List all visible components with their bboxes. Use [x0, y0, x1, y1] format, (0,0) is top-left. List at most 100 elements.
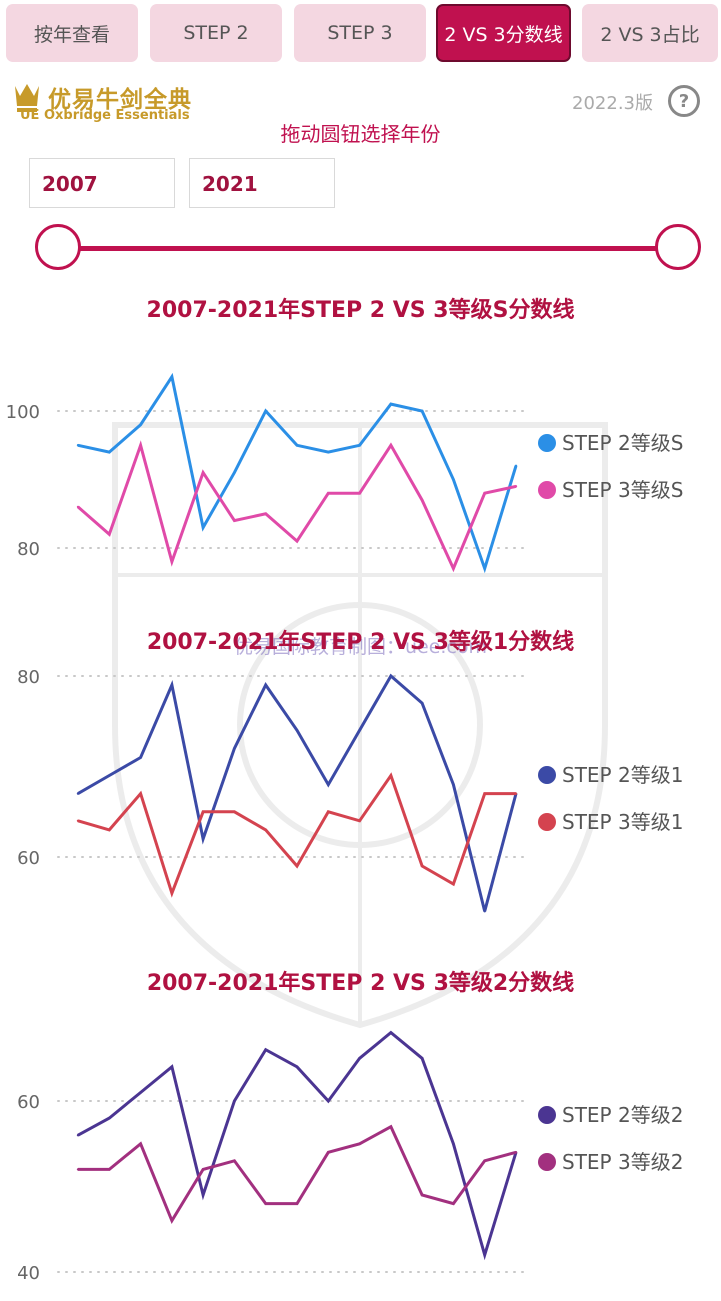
data-point — [201, 471, 205, 474]
data-point — [452, 882, 455, 886]
start-year-input[interactable]: 2007 — [29, 158, 175, 208]
data-point — [201, 526, 205, 529]
data-point — [170, 560, 174, 563]
question-circle-icon[interactable]: ? — [668, 85, 700, 117]
end-year-input[interactable]: 2021 — [189, 158, 335, 208]
data-point — [483, 792, 486, 795]
version-label: 2022.3版 — [572, 93, 653, 114]
data-point — [452, 783, 455, 786]
data-point — [108, 1116, 111, 1120]
slider-hint: 拖动圆钮选择年份 — [280, 122, 441, 146]
data-point — [358, 729, 361, 732]
data-point — [139, 444, 142, 447]
data-point — [170, 1065, 174, 1069]
chart-title-1: 2007-2021年STEP 2 VS 3等级1分数线 — [146, 630, 575, 655]
data-point — [170, 1219, 174, 1222]
data-point — [139, 1142, 142, 1145]
data-point — [483, 1159, 486, 1163]
tab-by-year[interactable]: 按年查看 — [6, 4, 138, 62]
series-line-1 — [77, 673, 518, 912]
data-point — [452, 1202, 455, 1205]
data-point — [420, 498, 424, 502]
data-point — [170, 375, 174, 378]
data-point — [139, 423, 142, 426]
data-point — [389, 1031, 393, 1034]
legend-swatch — [538, 1106, 556, 1124]
data-point — [76, 505, 80, 509]
data-point — [76, 444, 80, 447]
tab-step3[interactable]: STEP 3 — [294, 4, 426, 62]
data-point — [327, 810, 330, 813]
data-point — [170, 683, 174, 687]
data-point — [264, 1048, 267, 1051]
data-point — [233, 747, 236, 750]
data-point — [264, 1202, 267, 1205]
legend-swatch — [538, 766, 556, 784]
data-point — [108, 1168, 111, 1171]
legend-swatch — [538, 481, 556, 499]
data-point — [108, 828, 111, 832]
data-point — [201, 837, 205, 841]
data-point — [389, 674, 393, 678]
y-tick-label: 100 — [6, 402, 40, 423]
data-point — [76, 819, 80, 822]
data-point — [358, 492, 361, 495]
data-point — [295, 444, 299, 447]
series-line-2 — [77, 440, 517, 573]
watermark-emblem-icon — [112, 422, 608, 1029]
data-point — [108, 450, 111, 454]
data-point — [358, 819, 361, 822]
y-tick-label: 40 — [17, 1263, 40, 1284]
data-point — [327, 1151, 330, 1154]
data-point — [233, 471, 236, 474]
data-point — [201, 1168, 205, 1171]
data-point — [483, 567, 486, 570]
legend-label: STEP 3等级S — [562, 478, 683, 502]
data-point — [233, 1099, 236, 1103]
data-point — [108, 774, 111, 777]
data-point — [264, 512, 267, 515]
data-point — [233, 810, 236, 813]
data-point — [389, 1125, 393, 1128]
data-point — [233, 519, 236, 522]
legend-swatch — [538, 813, 556, 831]
slider-start-handle[interactable] — [35, 224, 81, 270]
chart-title-s: 2007-2021年STEP 2 VS 3等级S分数线 — [146, 298, 575, 323]
data-point — [327, 783, 330, 786]
legend-label: STEP 3等级2 — [562, 1150, 683, 1174]
y-tick-label: 80 — [17, 539, 40, 560]
legend-label: STEP 3等级1 — [562, 810, 683, 834]
data-point — [139, 756, 142, 759]
slider-end-handle[interactable] — [655, 224, 701, 270]
tab-step2[interactable]: STEP 2 — [150, 4, 282, 62]
series-line-2 — [77, 772, 516, 898]
data-point — [514, 464, 518, 467]
data-point — [420, 864, 424, 868]
data-point — [514, 792, 518, 795]
y-tick-label: 80 — [17, 667, 40, 688]
watermark-text: 优易国际教育制图：uee.com — [233, 636, 488, 658]
y-tick-label: 60 — [17, 1092, 40, 1113]
data-point — [358, 444, 361, 447]
legend-label: STEP 2等级2 — [562, 1103, 683, 1127]
data-point — [483, 492, 486, 495]
data-point — [452, 567, 455, 570]
data-point — [139, 792, 142, 795]
data-point — [420, 409, 424, 413]
legend-swatch — [538, 1153, 556, 1171]
data-point — [358, 1057, 361, 1060]
data-point — [358, 1142, 361, 1145]
data-point — [452, 478, 455, 481]
year-slider-track[interactable] — [58, 246, 663, 251]
data-point — [201, 1193, 205, 1197]
data-point — [139, 1091, 142, 1094]
data-point — [420, 1193, 424, 1197]
tab-2vs3-scores[interactable]: 2 VS 3分数线 — [436, 4, 571, 62]
data-point — [514, 485, 518, 488]
data-point — [76, 792, 80, 795]
brand-logo: 优易牛剑全典 UE Oxbridge Essentials — [12, 80, 222, 128]
tab-2vs3-ratio[interactable]: 2 VS 3占比 — [582, 4, 718, 62]
crown-logo-icon — [15, 84, 39, 112]
data-point — [420, 701, 424, 705]
data-point — [76, 1168, 80, 1171]
